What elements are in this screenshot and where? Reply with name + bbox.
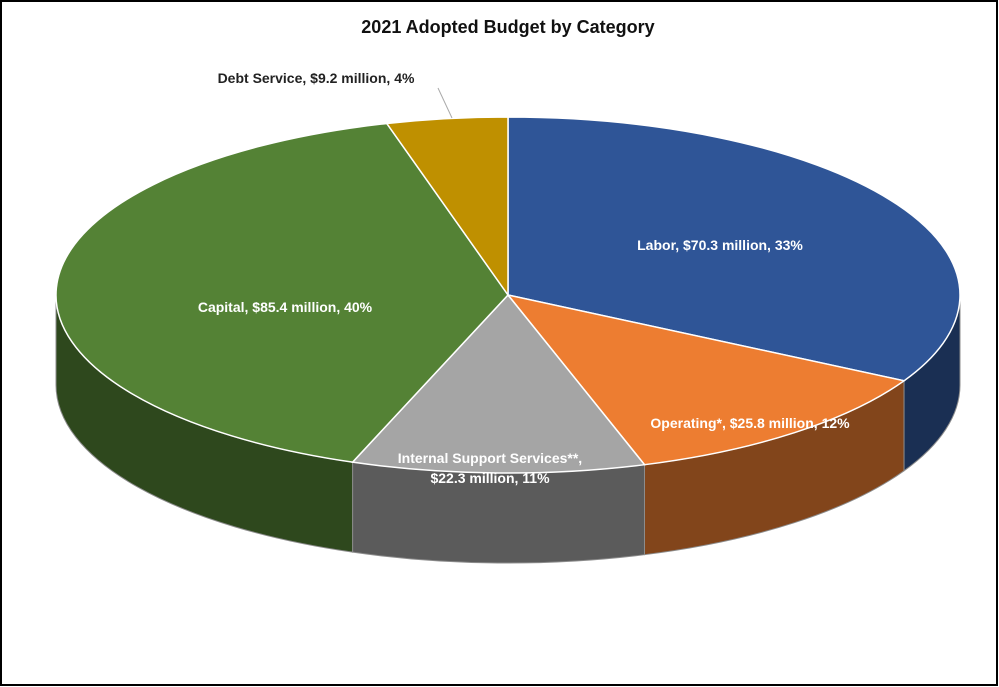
data-label: Internal Support Services**, $22.3 milli… xyxy=(397,450,583,486)
chart-title: 2021 Adopted Budget by Category xyxy=(361,17,654,37)
pie-sides xyxy=(55,294,961,564)
pie-tops xyxy=(55,116,961,474)
data-label-box: Capital, $85.4 million, 40% xyxy=(155,267,415,347)
data-label-wrap: Capital, $85.4 million, 40% xyxy=(155,267,415,347)
pie-slice xyxy=(507,116,961,382)
pie-slice xyxy=(351,293,646,474)
data-label-box: Debt Service, $9.2 million, 4% xyxy=(166,38,466,118)
data-label-wrap: Internal Support Services**, $22.3 milli… xyxy=(385,428,595,508)
data-label-wrap: Debt Service, $9.2 million, 4% xyxy=(166,38,466,118)
data-label-wrap: Operating*, $25.8 million, 12% xyxy=(600,383,900,463)
data-labels: Labor, $70.3 million, 33% Operating*, $25… xyxy=(155,38,900,508)
leader-line xyxy=(437,87,453,119)
pie-slice xyxy=(55,122,509,463)
data-label: Operating*, $25.8 million, 12% xyxy=(650,415,850,431)
data-label: Labor, $70.3 million, 33% xyxy=(637,237,803,253)
data-label-box: Operating*, $25.8 million, 12% xyxy=(600,383,900,463)
data-label: Capital, $85.4 million, 40% xyxy=(197,299,373,315)
pie-slice xyxy=(385,116,509,298)
data-label: Debt Service, $9.2 million, 4% xyxy=(217,70,415,86)
data-label-box: Labor, $70.3 million, 33% xyxy=(590,205,850,285)
pie-slice xyxy=(506,293,906,466)
data-label-box: Internal Support Services**, $22.3 milli… xyxy=(385,428,595,508)
data-label-wrap: Labor, $70.3 million, 33% xyxy=(590,205,850,285)
